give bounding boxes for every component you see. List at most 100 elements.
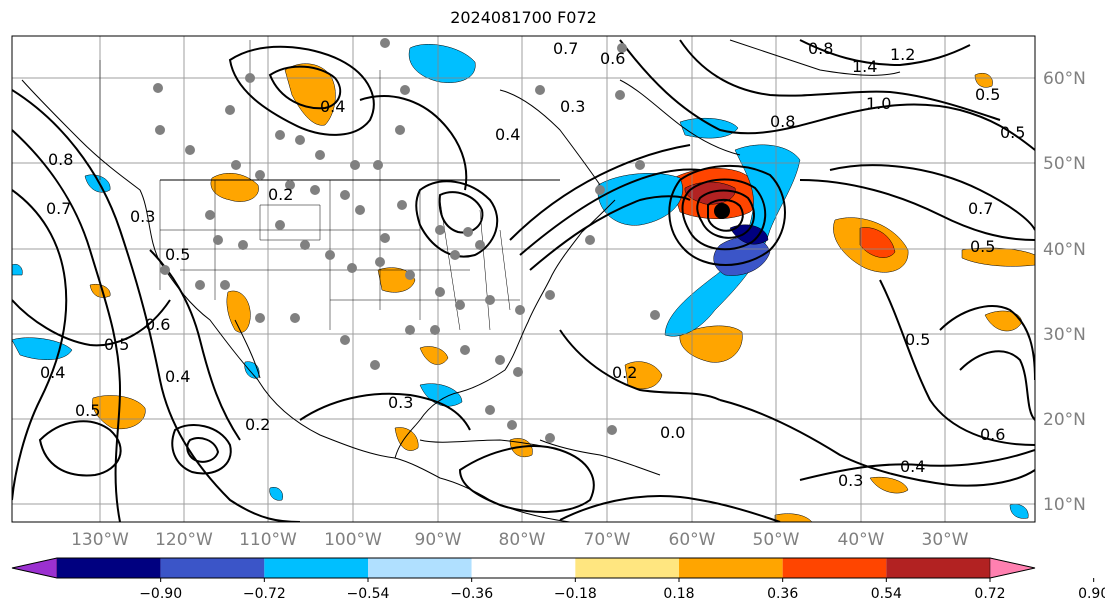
- station-dot: [290, 313, 300, 323]
- station-dot: [450, 250, 460, 260]
- lat-label: 50°N: [1043, 154, 1086, 174]
- positive-anomaly-area: [974, 72, 993, 88]
- colorbar-bin: [471, 558, 576, 578]
- positive-anomaly-area: [859, 227, 896, 258]
- colorbar-bin: [57, 558, 161, 578]
- colorbar-tick-label: 0.36: [767, 586, 798, 602]
- colorbar-tick-label: −0.54: [347, 586, 390, 602]
- station-dot: [155, 125, 165, 135]
- lat-label: 10°N: [1043, 495, 1086, 515]
- negative-anomaly-area: [729, 224, 769, 245]
- colorbar-tick-label: 0.18: [663, 586, 694, 602]
- lat-label: 40°N: [1043, 240, 1086, 260]
- colorbar: −0.90 −0.72 −0.54 −0.36 −0.18 0.18 0.36 0.54 0.7…: [11, 557, 1105, 602]
- station-dot: [650, 310, 660, 320]
- contour-label: 0.4: [900, 457, 925, 476]
- contour-label: 0.2: [245, 415, 270, 434]
- station-dot: [435, 225, 445, 235]
- positive-anomaly-area: [210, 173, 259, 202]
- contour-label: 0.5: [905, 330, 930, 349]
- negative-anomaly-area: [269, 487, 283, 501]
- station-dot: [405, 270, 415, 280]
- station-dot: [295, 135, 305, 145]
- lon-label: 60°W: [669, 530, 716, 550]
- contour-label: 0.4: [40, 363, 65, 382]
- contour-label: 0.6: [145, 315, 170, 334]
- station-dot: [430, 325, 440, 335]
- colorbar-tick-label: −0.36: [450, 586, 493, 602]
- colorbar-tick-label: 0.54: [871, 586, 902, 602]
- contour-label: 0.5: [104, 335, 129, 354]
- station-dot: [355, 205, 365, 215]
- station-dot: [460, 345, 470, 355]
- contour-label: 0.3: [130, 207, 155, 226]
- contour-label: 0.6: [980, 425, 1005, 444]
- contour-labels: 0.7 0.6 0.8 1.4 1.2 0.4 0.3 0.5 0.4 0.5 …: [40, 39, 1025, 490]
- station-dot: [545, 433, 555, 443]
- colorbar-tick-label: 0.90: [1078, 586, 1105, 602]
- positive-anomaly-area: [774, 513, 813, 522]
- colorbar-tick-label: −0.18: [554, 586, 597, 602]
- positive-anomaly-area: [984, 310, 1023, 332]
- station-dot: [220, 280, 230, 290]
- station-dot: [350, 160, 360, 170]
- station-dot: [370, 360, 380, 370]
- station-dot: [185, 145, 195, 155]
- station-dot: [238, 240, 248, 250]
- lon-label: 100°W: [324, 530, 382, 550]
- contour-label: 0.5: [970, 237, 995, 256]
- lat-label: 30°N: [1043, 325, 1086, 345]
- station-dot: [285, 180, 295, 190]
- positive-anomaly-area: [961, 247, 1035, 267]
- contour-label: 0.2: [612, 363, 637, 382]
- coastlines: [21, 39, 901, 522]
- station-dot: [535, 85, 545, 95]
- station-dot: [617, 43, 627, 53]
- positive-anomaly-areas: [89, 63, 1035, 522]
- colorbar-tick-label: −0.90: [139, 586, 182, 602]
- station-dot: [300, 240, 310, 250]
- station-dot: [515, 305, 525, 315]
- negative-anomaly-area: [408, 44, 476, 83]
- storm-center-marker: [714, 203, 730, 219]
- station-dot: [607, 425, 617, 435]
- contour-label: 0.3: [560, 97, 585, 116]
- station-dot: [275, 220, 285, 230]
- positive-anomaly-area: [419, 346, 449, 365]
- colorbar-bin: [368, 558, 472, 578]
- station-dot: [395, 125, 405, 135]
- map-frame: [11, 35, 1036, 523]
- colorbar-tick-label: −0.72: [243, 586, 286, 602]
- contour-label: 0.0: [660, 423, 685, 442]
- lon-label: 110°W: [239, 530, 297, 550]
- station-dot: [400, 85, 410, 95]
- station-dot: [485, 295, 495, 305]
- positive-anomaly-area: [394, 427, 419, 451]
- station-dot: [595, 185, 605, 195]
- contour-label: 0.5: [975, 85, 1000, 104]
- station-dot: [213, 235, 223, 245]
- station-dots: [153, 38, 660, 443]
- contour-label: 0.8: [48, 150, 73, 169]
- station-dot: [463, 227, 473, 237]
- contour-label: 0.5: [75, 401, 100, 420]
- station-dot: [405, 325, 415, 335]
- station-dot: [340, 335, 350, 345]
- station-dot: [310, 185, 320, 195]
- station-dot: [585, 235, 595, 245]
- negative-anomaly-area: [84, 174, 111, 193]
- station-dot: [435, 287, 445, 297]
- station-dot: [375, 257, 385, 267]
- contour-label: 1.2: [890, 45, 915, 64]
- contour-label: 0.4: [320, 97, 345, 116]
- station-dot: [245, 73, 255, 83]
- station-dot: [380, 38, 390, 48]
- contour-label: 0.4: [165, 367, 190, 386]
- colorbar-extension-high: [989, 557, 1036, 579]
- lon-label: 50°W: [753, 530, 800, 550]
- latitude-labels: 60°N 50°N 40°N 30°N 20°N 10°N: [1043, 69, 1086, 515]
- contour-label: 0.2: [268, 185, 293, 204]
- colorbar-bin: [782, 558, 887, 578]
- station-dot: [380, 233, 390, 243]
- contour-label: 0.5: [1000, 123, 1025, 142]
